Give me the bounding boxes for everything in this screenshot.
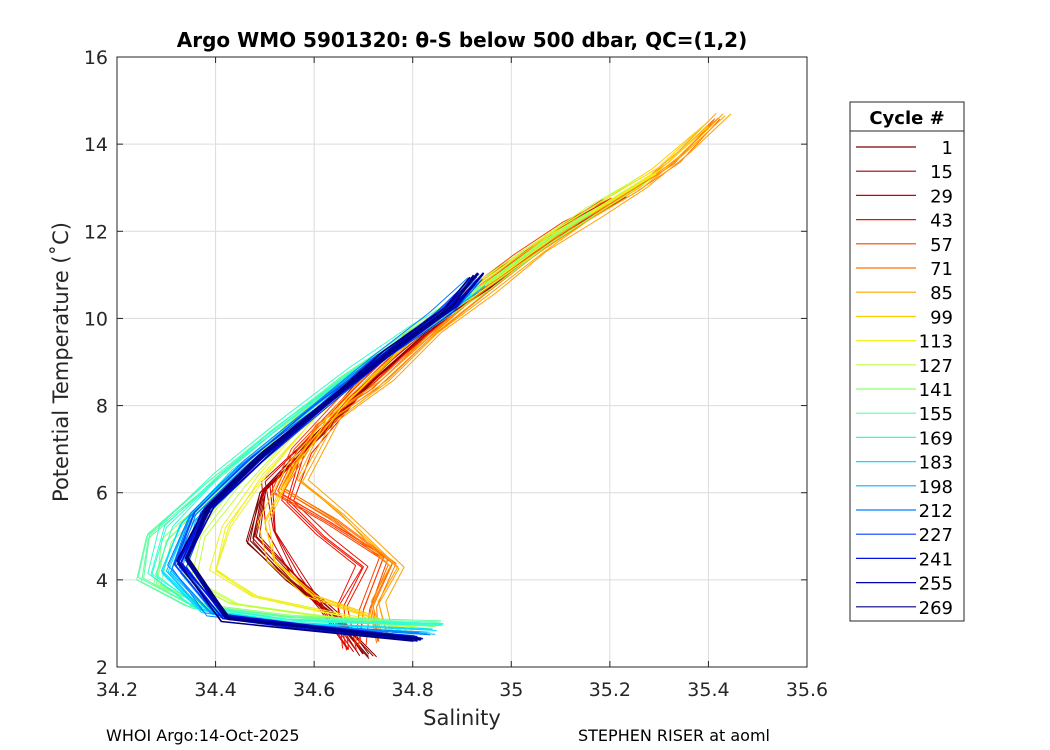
profile-line-cycle-85	[307, 113, 732, 637]
footer-left: WHOI Argo:14-Oct-2025	[106, 726, 300, 745]
plot-area	[117, 57, 807, 667]
profile-line-cycle-255	[186, 272, 485, 640]
chart-title: Argo WMO 5901320: θ-S below 500 dbar, QC…	[177, 28, 747, 52]
y-tick-label: 14	[84, 134, 108, 156]
profile-line-cycle-71	[284, 117, 719, 641]
x-tick-label: 34.2	[96, 679, 138, 701]
legend-entry-label: 198	[919, 477, 953, 498]
profile-line-cycle-127	[183, 177, 639, 628]
legend-entry-label: 1	[942, 138, 953, 159]
axes-box	[116, 56, 808, 668]
profile-lines	[136, 112, 732, 660]
y-tick-label: 8	[96, 396, 108, 418]
axes: 34.2 34.4 34.6 34.8 35 35.2 35.4 35.6 2 4 6 8 10 12 14…	[84, 47, 828, 701]
x-tick-label: 34.8	[392, 679, 434, 701]
y-tick-label: 10	[84, 308, 108, 330]
profile-line-cycle-269	[176, 276, 471, 642]
legend-entry-label: 269	[919, 598, 953, 619]
legend-entry-label: 141	[919, 380, 953, 401]
y-axis-label: Potential Temperature (˚C)	[49, 222, 73, 502]
y-tick-label: 4	[96, 570, 108, 592]
legend-entry-label: 127	[919, 356, 953, 377]
y-tick-label: 12	[84, 221, 108, 243]
legend-entry-label: 71	[930, 259, 953, 280]
profile-line-cycle-85	[302, 115, 726, 639]
profile-line-cycle-269	[187, 273, 478, 639]
legend-entry-label: 43	[930, 211, 953, 232]
y-tick-label: 2	[96, 657, 108, 679]
legend-entry-label: 212	[919, 501, 953, 522]
x-tick-label: 35.4	[687, 679, 729, 701]
legend: Cycle # 1 15 29 43 57 71 85 99 113 127 141 155 169 183…	[849, 101, 965, 622]
legend-title: Cycle #	[869, 108, 944, 129]
legend-entry-label: 255	[919, 574, 953, 595]
legend-entry-label: 113	[919, 332, 953, 353]
legend-entry-label: 85	[930, 283, 953, 304]
x-tick-label: 34.4	[194, 679, 236, 701]
x-tick-label: 35.6	[786, 679, 828, 701]
x-tick-label: 34.6	[293, 679, 335, 701]
profile-line-cycle-169	[147, 294, 466, 624]
profile-line-cycle-99	[257, 125, 704, 632]
plot-background	[117, 57, 807, 667]
footer-right: STEPHEN RISER at aoml	[578, 726, 770, 745]
legend-entry-label: 155	[919, 404, 953, 425]
legend-entry-label: 241	[919, 549, 953, 570]
legend-entry-label: 57	[930, 235, 953, 256]
legend-entry-label: 99	[930, 307, 953, 328]
profile-line-cycle-57	[270, 197, 612, 645]
legend-entry-label: 227	[919, 525, 953, 546]
legend-entry-label: 29	[930, 186, 953, 207]
legend-entry-label: 183	[919, 453, 953, 474]
y-tick-label: 16	[84, 47, 108, 69]
grid-lines	[116, 56, 808, 668]
legend-entry-label: 15	[930, 162, 953, 183]
legend-entry-label: 169	[919, 428, 953, 449]
profile-line-cycle-85	[298, 113, 724, 637]
profile-line-cycle-85	[296, 112, 717, 637]
x-tick-label: 35.2	[589, 679, 631, 701]
x-axis-label: Salinity	[423, 706, 501, 730]
x-tick-label: 35	[499, 679, 523, 701]
y-tick-label: 6	[96, 483, 108, 505]
